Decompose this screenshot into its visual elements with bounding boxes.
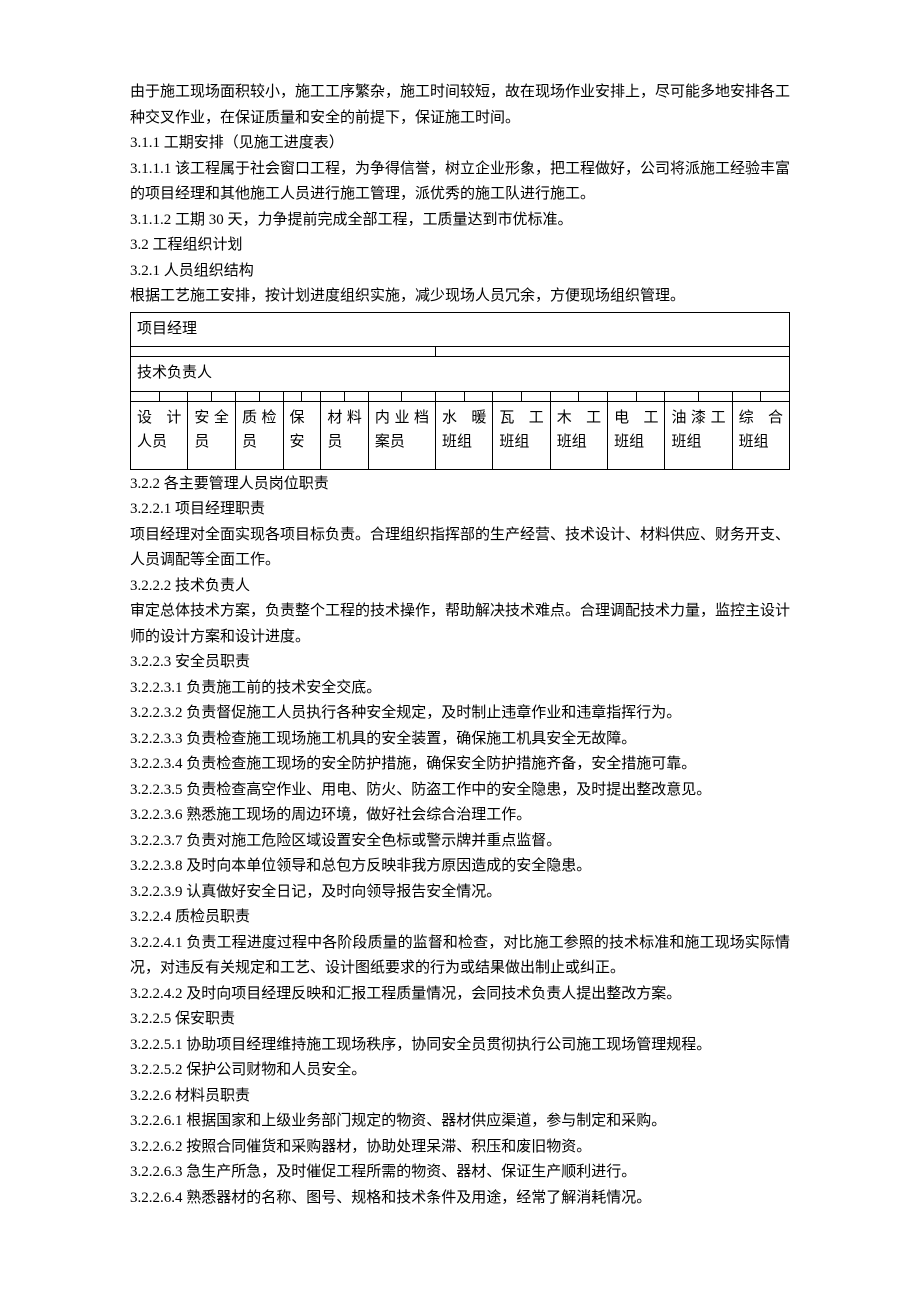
cell-empty [493, 391, 522, 401]
cell-empty [235, 391, 259, 401]
para: 3.2.2.3 安全员职责 [130, 650, 790, 676]
para: 3.2.2.3.3 负责检查施工现场施工机具的安全装置，确保施工机具安全无故障。 [130, 727, 790, 753]
para: 3.2.2.5 保安职责 [130, 1007, 790, 1033]
para: 项目经理对全面实现各项目标负责。合理组织指挥部的生产经营、技术设计、材料供应、财… [130, 523, 790, 574]
cell-empty [436, 391, 465, 401]
cell-role: 油漆工班组 [665, 401, 732, 469]
cell-role: 安全员 [188, 401, 236, 469]
document-content: 由于施工现场面积较小，施工工序繁杂，施工时间较短，故在现场作业安排上，尽可能多地… [130, 80, 790, 1211]
para: 3.2.2.3.7 负责对施工危险区域设置安全色标或警示牌并重点监督。 [130, 829, 790, 855]
para: 3.2.2.3.9 认真做好安全日记，及时向领导报告安全情况。 [130, 880, 790, 906]
para: 3.2.2.6.2 按照合同催货和采购器材，协助处理呆滞、积压和废旧物资。 [130, 1135, 790, 1161]
cell-empty [608, 391, 637, 401]
cell-empty [522, 391, 551, 401]
cell-empty [302, 391, 321, 401]
para: 3.2.2.3.2 负责督促施工人员执行各种安全规定，及时制止违章作业和违章指挥… [130, 701, 790, 727]
cell-role: 材料员 [321, 401, 369, 469]
cell-empty [436, 347, 790, 357]
para: 3.1.1 工期安排（见施工进度表） [130, 131, 790, 157]
cell-empty [732, 391, 761, 401]
cell-empty [636, 391, 665, 401]
cell-empty [131, 391, 160, 401]
table-row: 项目经理 [131, 312, 790, 347]
cell-empty [464, 391, 493, 401]
cell-role: 质检员 [235, 401, 283, 469]
para: 3.2.2.1 项目经理职责 [130, 497, 790, 523]
para: 3.2.2.3.1 负责施工前的技术安全交底。 [130, 676, 790, 702]
cell-empty [368, 391, 402, 401]
para: 3.2.2.6 材料员职责 [130, 1084, 790, 1110]
cell-role: 保安 [283, 401, 321, 469]
cell-empty [699, 391, 733, 401]
cell-empty [212, 391, 236, 401]
cell-empty [550, 391, 579, 401]
cell-role: 瓦工班组 [493, 401, 550, 469]
cell-empty [283, 391, 302, 401]
cell-role: 电工班组 [608, 401, 665, 469]
cell-empty [761, 391, 790, 401]
cell-role: 内业档案员 [368, 401, 435, 469]
cell-empty [259, 391, 283, 401]
table-row: 设计人员 安全员 质检员 保安 材料员 内业档案员 水暖班组 瓦工班组 木工班组… [131, 401, 790, 469]
cell-project-manager: 项目经理 [131, 312, 790, 347]
para: 3.2.2.4 质检员职责 [130, 905, 790, 931]
para: 3.2.2.4.2 及时向项目经理反映和汇报工程质量情况，会同技术负责人提出整改… [130, 982, 790, 1008]
para: 3.2.2.2 技术负责人 [130, 574, 790, 600]
para: 3.2.2.4.1 负责工程进度过程中各阶段质量的监督和检查，对比施工参照的技术… [130, 931, 790, 982]
para: 3.2.2.3.5 负责检查高空作业、用电、防火、防盗工作中的安全隐患，及时提出… [130, 778, 790, 804]
cell-empty [321, 391, 345, 401]
para: 3.2.1 人员组织结构 [130, 259, 790, 285]
para: 根据工艺施工安排，按计划进度组织实施，减少现场人员冗余，方便现场组织管理。 [130, 284, 790, 310]
cell-empty [402, 391, 436, 401]
para: 3.2.2.3.8 及时向本单位领导和总包方反映非我方原因造成的安全隐患。 [130, 854, 790, 880]
para: 3.2.2.5.1 协助项目经理维持施工现场秩序，协同安全员贯彻执行公司施工现场… [130, 1033, 790, 1059]
table-row: 技术负责人 [131, 357, 790, 392]
cell-tech-lead: 技术负责人 [131, 357, 790, 392]
para: 3.2.2.5.2 保护公司财物和人员安全。 [130, 1058, 790, 1084]
para: 3.2.2 各主要管理人员岗位职责 [130, 472, 790, 498]
para: 审定总体技术方案，负责整个工程的技术操作，帮助解决技术难点。合理调配技术力量，监… [130, 599, 790, 650]
table-row [131, 347, 790, 357]
para: 3.2.2.6.3 急生产所急，及时催促工程所需的物资、器材、保证生产顺利进行。 [130, 1160, 790, 1186]
para: 3.2.2.6.4 熟悉器材的名称、图号、规格和技术条件及用途，经常了解消耗情况… [130, 1186, 790, 1212]
para: 3.1.1.2 工期 30 天，力争提前完成全部工程，工质量达到市优标准。 [130, 208, 790, 234]
cell-empty [345, 391, 369, 401]
cell-empty [579, 391, 608, 401]
para: 3.2 工程组织计划 [130, 233, 790, 259]
para: 3.1.1.1 该工程属于社会窗口工程，为争得信誉，树立企业形象，把工程做好，公… [130, 157, 790, 208]
cell-role: 设计人员 [131, 401, 188, 469]
org-structure-table: 项目经理 技术负责人 设计人员 安全员 质检员 保安 [130, 312, 790, 470]
cell-empty [131, 347, 436, 357]
cell-role: 水暖班组 [436, 401, 493, 469]
cell-empty [665, 391, 699, 401]
cell-role: 综合班组 [732, 401, 789, 469]
para: 3.2.2.3.6 熟悉施工现场的周边环境，做好社会综合治理工作。 [130, 803, 790, 829]
cell-empty [159, 391, 188, 401]
table-row [131, 391, 790, 401]
para: 3.2.2.3.4 负责检查施工现场的安全防护措施，确保安全防护措施齐备，安全措… [130, 752, 790, 778]
para: 由于施工现场面积较小，施工工序繁杂，施工时间较短，故在现场作业安排上，尽可能多地… [130, 80, 790, 131]
cell-empty [188, 391, 212, 401]
cell-role: 木工班组 [550, 401, 607, 469]
para: 3.2.2.6.1 根据国家和上级业务部门规定的物资、器材供应渠道，参与制定和采… [130, 1109, 790, 1135]
